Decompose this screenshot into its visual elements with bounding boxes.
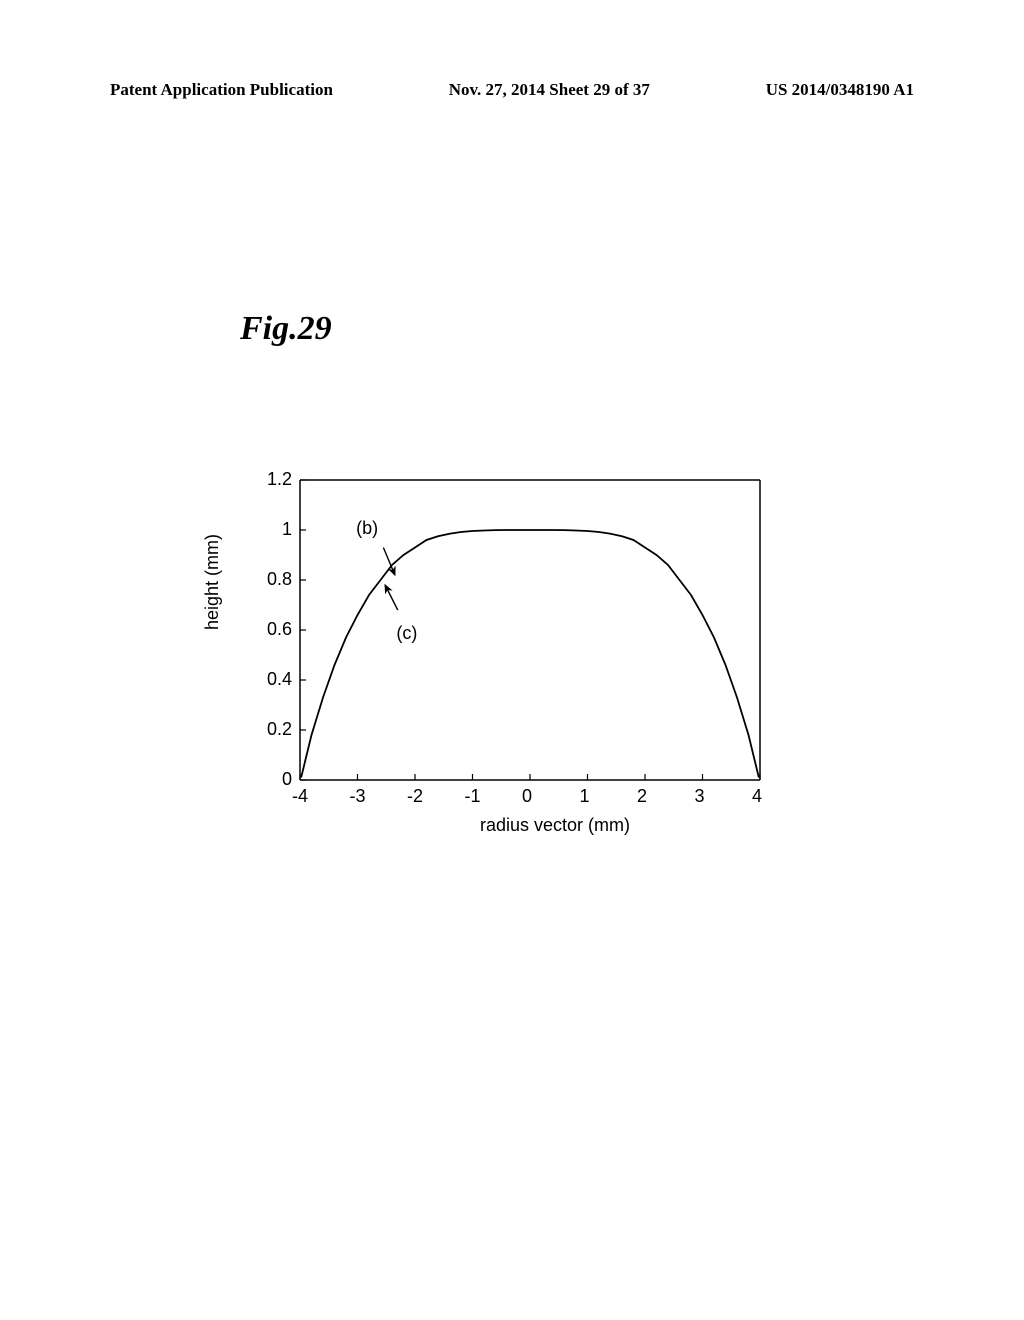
y-tick-label: 1 xyxy=(282,519,292,540)
y-tick-label: 0.6 xyxy=(267,619,292,640)
annotation-label: (c) xyxy=(396,623,417,644)
y-tick-label: 0.2 xyxy=(267,719,292,740)
y-tick-label: 1.2 xyxy=(267,469,292,490)
x-tick-label: 2 xyxy=(637,786,647,807)
chart-svg xyxy=(220,470,780,830)
x-tick-label: -4 xyxy=(292,786,308,807)
header: Patent Application Publication Nov. 27, … xyxy=(0,80,1024,100)
y-axis-label: height (mm) xyxy=(202,534,223,630)
header-center: Nov. 27, 2014 Sheet 29 of 37 xyxy=(449,80,650,100)
chart-container: height (mm) radius vector (mm) 00.20.40.… xyxy=(220,470,780,890)
header-left: Patent Application Publication xyxy=(110,80,333,100)
y-tick-label: 0 xyxy=(282,769,292,790)
header-right: US 2014/0348190 A1 xyxy=(766,80,914,100)
x-tick-label: 0 xyxy=(522,786,532,807)
y-tick-label: 0.4 xyxy=(267,669,292,690)
x-tick-label: -3 xyxy=(350,786,366,807)
annotation-label: (b) xyxy=(356,518,378,539)
x-tick-label: 3 xyxy=(695,786,705,807)
x-tick-label: 1 xyxy=(580,786,590,807)
x-tick-label: 4 xyxy=(752,786,762,807)
x-axis-label: radius vector (mm) xyxy=(480,815,630,836)
figure-title: Fig.29 xyxy=(240,310,332,348)
x-tick-label: -1 xyxy=(465,786,481,807)
x-tick-label: -2 xyxy=(407,786,423,807)
y-tick-label: 0.8 xyxy=(267,569,292,590)
